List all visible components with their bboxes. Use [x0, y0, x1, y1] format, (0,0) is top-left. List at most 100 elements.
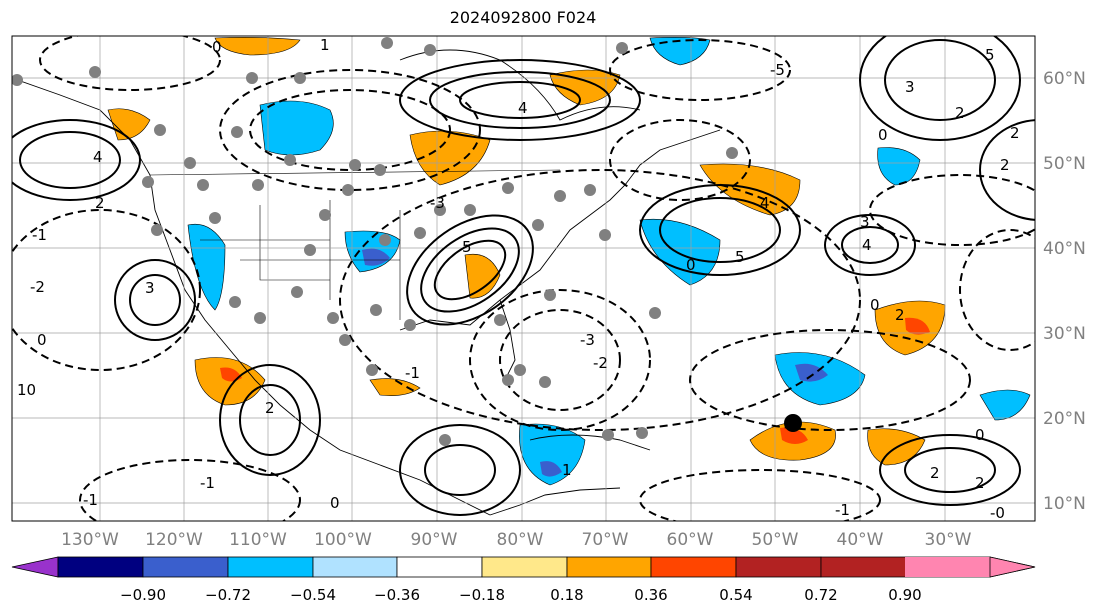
lat-label: 20°N	[1043, 409, 1086, 429]
contour-label: 4	[862, 236, 872, 254]
gridlines	[12, 36, 1035, 521]
contour-label: 2	[265, 399, 275, 417]
lon-label: 100°W	[314, 530, 372, 550]
colorbar-tick: 0.90	[888, 586, 921, 604]
colorbar-arrow-tip	[989, 556, 1036, 578]
red-core	[905, 317, 930, 335]
lon-label: 90°W	[411, 530, 458, 550]
blue-core	[362, 248, 390, 266]
contour-label: -0	[990, 504, 1005, 522]
contour-label: -1	[83, 491, 98, 509]
lat-labels: 60°N 50°N 40°N 30°N 20°N 10°N	[1043, 69, 1086, 514]
colorbar-ticks: −0.90 −0.72 −0.54 −0.36 −0.18 0.18 0.36 …	[120, 586, 922, 604]
colorbar-tick: −0.36	[374, 586, 420, 604]
lon-label: 70°W	[582, 530, 629, 550]
contour-label: 0	[37, 331, 47, 349]
colorbar-swatch	[650, 556, 737, 578]
lon-labels: 130°W 120°W 110°W 100°W 90°W 80°W 70°W 6…	[61, 530, 972, 550]
contour-label: 4	[93, 148, 103, 166]
lon-label: 50°W	[752, 530, 799, 550]
cyan-region	[519, 423, 586, 486]
contour-label: -1	[200, 474, 215, 492]
orange-region	[214, 37, 301, 56]
contour-label: -1	[32, 226, 47, 244]
contour-label: 4	[518, 99, 528, 117]
map-layers: 0 1 4 2 3 0 10 -1 2 5 4 5 4 3 3 2 0 -5 -…	[12, 36, 1035, 522]
cyan-region	[649, 37, 711, 66]
colorbar-swatch	[227, 556, 314, 578]
contour-label: 2	[955, 104, 965, 122]
lat-label: 60°N	[1043, 69, 1086, 89]
orange-region	[369, 378, 421, 396]
dashed-contours	[12, 36, 1035, 521]
contour-label: 2	[95, 194, 105, 212]
cyan-region	[979, 389, 1031, 421]
contour-label: -2	[30, 278, 45, 296]
contour-label: 3	[145, 279, 155, 297]
contour-label: -1	[405, 364, 420, 382]
orange-region	[464, 253, 501, 299]
contour-label-layer: 0 1 4 2 3 0 10 -1 2 5 4 5 4 3 3 2 0 -5 -…	[17, 36, 1020, 522]
colorbar-swatch	[312, 556, 398, 578]
contour-label: -5	[770, 61, 785, 79]
lon-label: 60°W	[667, 530, 714, 550]
contour-label: 0	[330, 494, 340, 512]
colorbar-swatch	[57, 556, 144, 578]
lat-label: 10°N	[1043, 494, 1086, 514]
station-markers	[12, 37, 738, 446]
colorbar-swatch	[142, 556, 229, 578]
colorbar-arrow-left	[11, 556, 59, 578]
colorbar-swatch	[735, 556, 822, 578]
contour-label: 0	[878, 126, 888, 144]
lat-label: 50°N	[1043, 154, 1086, 174]
contour-label: 5	[735, 248, 745, 266]
cyan-region	[187, 223, 226, 311]
contour-label: 5	[462, 238, 472, 256]
colorbar-swatch-top	[905, 557, 990, 577]
map-border	[11, 35, 1036, 522]
lat-label: 30°N	[1043, 324, 1086, 344]
shaded-regions	[107, 37, 1031, 486]
orange-region	[549, 69, 621, 106]
contour-label: -2	[593, 354, 608, 372]
lon-label: 130°W	[61, 530, 119, 550]
contour-label: 0	[975, 426, 985, 444]
contour-label: 0	[870, 296, 880, 314]
contour-label: 4	[760, 194, 770, 212]
contour-label: 1	[320, 36, 330, 54]
contour-label: 0	[686, 256, 696, 274]
lat-label: 40°N	[1043, 239, 1086, 259]
contour-label: 2	[975, 474, 985, 492]
contour-label: 2	[930, 464, 940, 482]
colorbar-tick: 0.36	[634, 586, 667, 604]
contour-label: 5	[985, 46, 995, 64]
map-title: 2024092800 F024	[449, 8, 597, 27]
contour-label: 10	[17, 381, 36, 399]
colorbar-tick: −0.90	[120, 586, 166, 604]
colorbar-tick: −0.18	[459, 586, 505, 604]
solid-contours	[12, 36, 1035, 516]
lon-label: 80°W	[497, 530, 544, 550]
contour-label: 2	[1000, 156, 1010, 174]
lon-label: 30°W	[925, 530, 972, 550]
contour-label: 3	[905, 78, 915, 96]
blue-core	[540, 461, 562, 477]
colorbar-swatch	[481, 556, 568, 578]
colorbar-tick: 0.18	[550, 586, 583, 604]
lon-label: 110°W	[229, 530, 287, 550]
contour-label: -3	[580, 331, 595, 349]
contour-label: 2	[895, 306, 905, 324]
colorbar-tick: 0.54	[719, 586, 752, 604]
lon-label: 120°W	[145, 530, 203, 550]
colorbar	[11, 556, 1036, 578]
colorbar-tick: −0.54	[290, 586, 336, 604]
contour-label: 0	[212, 38, 222, 56]
contour-label: -1	[835, 501, 850, 519]
contour-label: 2	[1010, 124, 1020, 142]
lon-label: 40°W	[837, 530, 884, 550]
contour-label: 1	[562, 461, 572, 479]
colorbar-tick: −0.72	[205, 586, 251, 604]
contour-label: 3	[860, 213, 870, 231]
black-dot-marker	[784, 414, 802, 432]
